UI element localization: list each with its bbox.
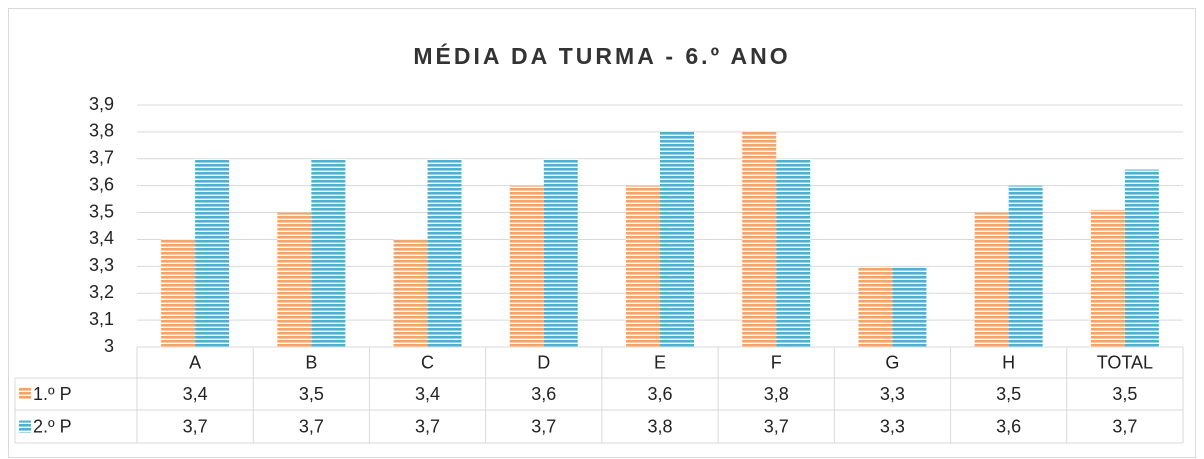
bar	[161, 239, 196, 347]
data-label: 3,5	[996, 384, 1021, 404]
bar	[626, 185, 660, 347]
data-label: 3,4	[183, 384, 208, 404]
data-label: 3,3	[880, 416, 905, 436]
data-label: 3,6	[996, 416, 1021, 436]
bar	[776, 158, 811, 347]
bar	[543, 158, 578, 347]
bar	[509, 185, 544, 347]
bar	[742, 131, 777, 347]
bar	[1090, 209, 1125, 347]
legend-label: 1.º P	[33, 384, 72, 404]
y-tick-label: 3,8	[89, 121, 114, 141]
data-label: 3,8	[764, 384, 789, 404]
y-tick-label: 3,4	[89, 228, 114, 248]
bar	[1008, 185, 1043, 347]
x-tick-label: C	[421, 352, 434, 372]
x-tick-label: E	[654, 352, 666, 372]
bar	[1124, 169, 1159, 347]
bar	[974, 212, 1009, 347]
data-label: 3,4	[415, 384, 440, 404]
data-label: 3,8	[647, 416, 672, 436]
y-tick-label: 3,1	[89, 309, 114, 329]
x-tick-label: H	[1002, 352, 1015, 372]
data-label: 3,3	[880, 384, 905, 404]
y-tick-label: 3	[104, 336, 114, 356]
x-tick-label: G	[885, 352, 899, 372]
legend-swatch	[19, 420, 31, 433]
x-tick-label: F	[771, 352, 782, 372]
data-label: 3,6	[531, 384, 556, 404]
bar	[427, 158, 462, 347]
data-label: 3,5	[299, 384, 324, 404]
legend-label: 2.º P	[33, 416, 72, 436]
data-label: 3,5	[1112, 384, 1137, 404]
bar	[660, 131, 694, 347]
y-tick-label: 3,7	[89, 148, 114, 168]
bar	[858, 266, 893, 347]
y-tick-label: 3,2	[89, 282, 114, 302]
x-tick-label: D	[537, 352, 550, 372]
data-label: 3,6	[647, 384, 672, 404]
bar	[277, 212, 312, 347]
data-label: 3,7	[531, 416, 556, 436]
data-label: 3,7	[1112, 416, 1137, 436]
x-tick-label: TOTAL	[1097, 352, 1153, 372]
y-tick-label: 3,6	[89, 174, 114, 194]
chart-title: MÉDIA DA TURMA - 6.º ANO	[413, 42, 790, 69]
bar	[892, 266, 927, 347]
data-label: 3,7	[764, 416, 789, 436]
x-tick-label: A	[189, 352, 201, 372]
bar	[195, 158, 230, 347]
bar	[311, 158, 346, 347]
data-label: 3,7	[299, 416, 324, 436]
chart-frame	[8, 8, 1196, 458]
y-tick-label: 3,5	[89, 201, 114, 221]
y-tick-label: 3,9	[89, 94, 114, 114]
legend-swatch	[19, 388, 31, 400]
data-label: 3,7	[415, 416, 440, 436]
x-tick-label: B	[305, 352, 317, 372]
data-label: 3,7	[183, 416, 208, 436]
bar	[393, 239, 428, 347]
y-tick-label: 3,3	[89, 255, 114, 275]
